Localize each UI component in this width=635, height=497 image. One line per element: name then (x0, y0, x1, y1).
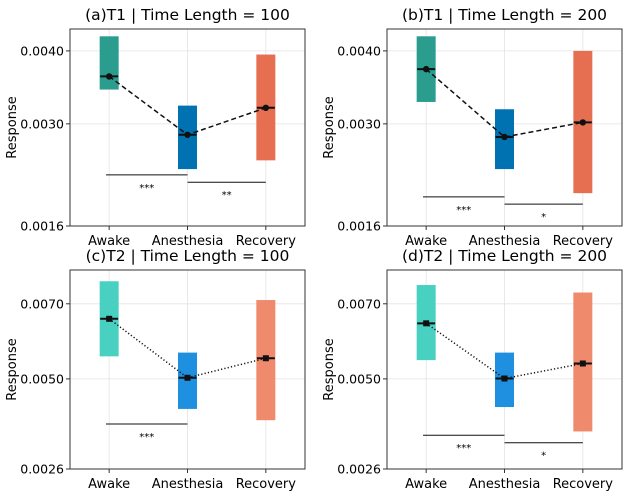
mean-point-awake (106, 315, 113, 322)
significance-label: ** (222, 190, 232, 201)
x-tick-label: Awake (405, 477, 447, 492)
mean-line (425, 68, 583, 138)
mean-point-recovery (262, 104, 270, 112)
mean-point-recovery (262, 355, 269, 362)
x-tick-label: Recovery (236, 234, 297, 249)
y-tick-label: 0.0040 (337, 43, 381, 58)
x-tick-label: Anesthesia (152, 477, 224, 492)
y-tick-label: 0.0026 (337, 462, 381, 477)
y-axis-label: Response (322, 96, 337, 158)
significance-label: *** (139, 183, 154, 194)
y-tick-label: 0.0040 (20, 43, 64, 58)
mean-point-awake (422, 65, 430, 73)
y-tick-label: 0.0030 (337, 116, 381, 131)
y-tick-label: 0.0050 (337, 371, 381, 386)
x-tick-label: Awake (88, 477, 130, 492)
y-axis-label: Response (5, 338, 20, 400)
x-tick-label: Anesthesia (469, 234, 541, 249)
mean-point-awake (105, 73, 113, 80)
x-tick-label: Recovery (236, 477, 297, 492)
mean-point-anesthesia (501, 133, 508, 141)
y-tick-label: 0.0070 (20, 296, 64, 311)
x-tick-label: Anesthesia (469, 477, 541, 492)
panel-title: (b)T1 | Time Length = 200 (402, 6, 607, 24)
significance-label: *** (456, 443, 471, 454)
x-tick-label: Anesthesia (152, 234, 224, 249)
x-tick-label: Awake (405, 234, 447, 249)
mean-point-anesthesia (184, 374, 191, 381)
y-tick-label: 0.0026 (20, 462, 64, 477)
significance-label: * (541, 212, 546, 223)
y-tick-label: 0.0016 (337, 219, 381, 234)
mean-point-recovery (579, 360, 586, 367)
significance-label: *** (456, 205, 471, 216)
y-tick-label: 0.0070 (337, 296, 381, 311)
y-axis-label: Response (322, 338, 337, 400)
x-tick-label: Recovery (553, 234, 614, 249)
mean-point-awake (423, 320, 430, 327)
y-tick-label: 0.0030 (20, 116, 64, 131)
range-bar-anesthesia (178, 352, 197, 409)
mean-point-anesthesia (184, 131, 191, 138)
significance-label: *** (139, 432, 154, 443)
panel-title: (c)T2 | Time Length = 100 (86, 247, 290, 265)
panel-title: (d)T2 | Time Length = 200 (402, 247, 607, 265)
x-tick-label: Recovery (553, 477, 614, 492)
mean-point-anesthesia (501, 375, 508, 382)
panel-title: (a)T1 | Time Length = 100 (85, 6, 290, 24)
mean-point-recovery (579, 119, 587, 126)
panel-3: *** 0.0026 0.0050 0.0070 Awake Anesthesia Reco… (5, 247, 306, 492)
y-tick-label: 0.0016 (20, 219, 64, 234)
y-axis-label: Response (5, 96, 20, 158)
significance-label: * (541, 451, 546, 462)
x-tick-label: Awake (88, 234, 130, 249)
y-tick-label: 0.0050 (20, 371, 64, 386)
